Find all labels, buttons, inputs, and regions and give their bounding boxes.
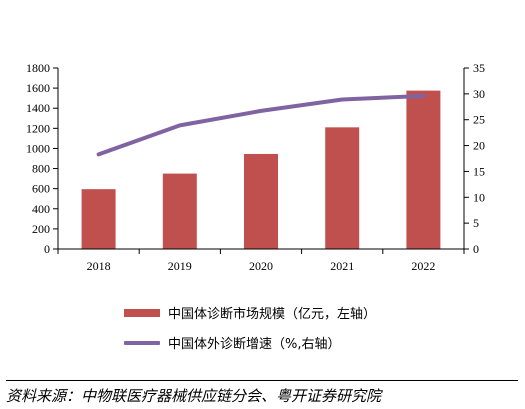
y-left-tick-label: 1200 [26,121,50,135]
legend-label-bar: 中国体诊断市场规模（亿元，左轴） [168,307,377,322]
bar-2021 [325,127,360,249]
legend-item-line: 中国体外诊断增速（%,右轴） [124,333,341,352]
y-right-tick-label: 20 [473,139,485,153]
y-left-tick-label: 800 [32,162,50,176]
legend-swatch-bar [124,308,160,317]
legend-label-line: 中国体外诊断增速（%,右轴） [168,337,341,352]
y-left-tick-label: 600 [32,182,50,196]
y-left-tick-label: 400 [32,202,50,216]
y-right-tick-label: 0 [473,242,479,256]
y-right-tick-label: 5 [473,216,479,230]
legend-swatch-line [124,340,160,345]
y-left-tick-label: 200 [32,222,50,236]
y-left-tick-label: 1600 [26,81,50,95]
source-note: 资料来源：中物联医疗器械供应链分会、粤开证券研究院 [6,380,518,406]
x-tick-label: 2019 [168,259,192,273]
line-series [96,93,426,157]
x-tick-label: 2018 [87,259,111,273]
bar-2018 [81,189,116,249]
y-right-tick-label: 30 [473,87,485,101]
y-right-tick-label: 15 [473,164,485,178]
y-right-tick-label: 25 [473,113,485,127]
bar-2022 [406,90,441,249]
y-left-tick-label: 0 [44,242,50,256]
y-left-tick-label: 1400 [26,101,50,115]
bar-2019 [162,173,197,249]
legend-item-bar: 中国体诊断市场规模（亿元，左轴） [124,303,376,322]
x-tick-label: 2021 [330,259,354,273]
chart-canvas: 0 200 400 600 800 1000 1200 1400 1600 1800 0 5 10 15 2… [26,61,485,273]
x-tick-label: 2020 [249,259,273,273]
growth-line [96,93,426,157]
y-left-tick-label: 1800 [26,61,50,75]
bar-series [81,90,441,249]
y-left-tick-label: 1000 [26,141,50,155]
axes: 0 200 400 600 800 1000 1200 1400 1600 1800 0 5 10 15 2… [26,61,485,273]
y-right-tick-label: 10 [473,190,485,204]
bar-2020 [244,153,278,249]
x-tick-label: 2022 [411,259,435,273]
y-right-tick-label: 35 [473,61,485,75]
